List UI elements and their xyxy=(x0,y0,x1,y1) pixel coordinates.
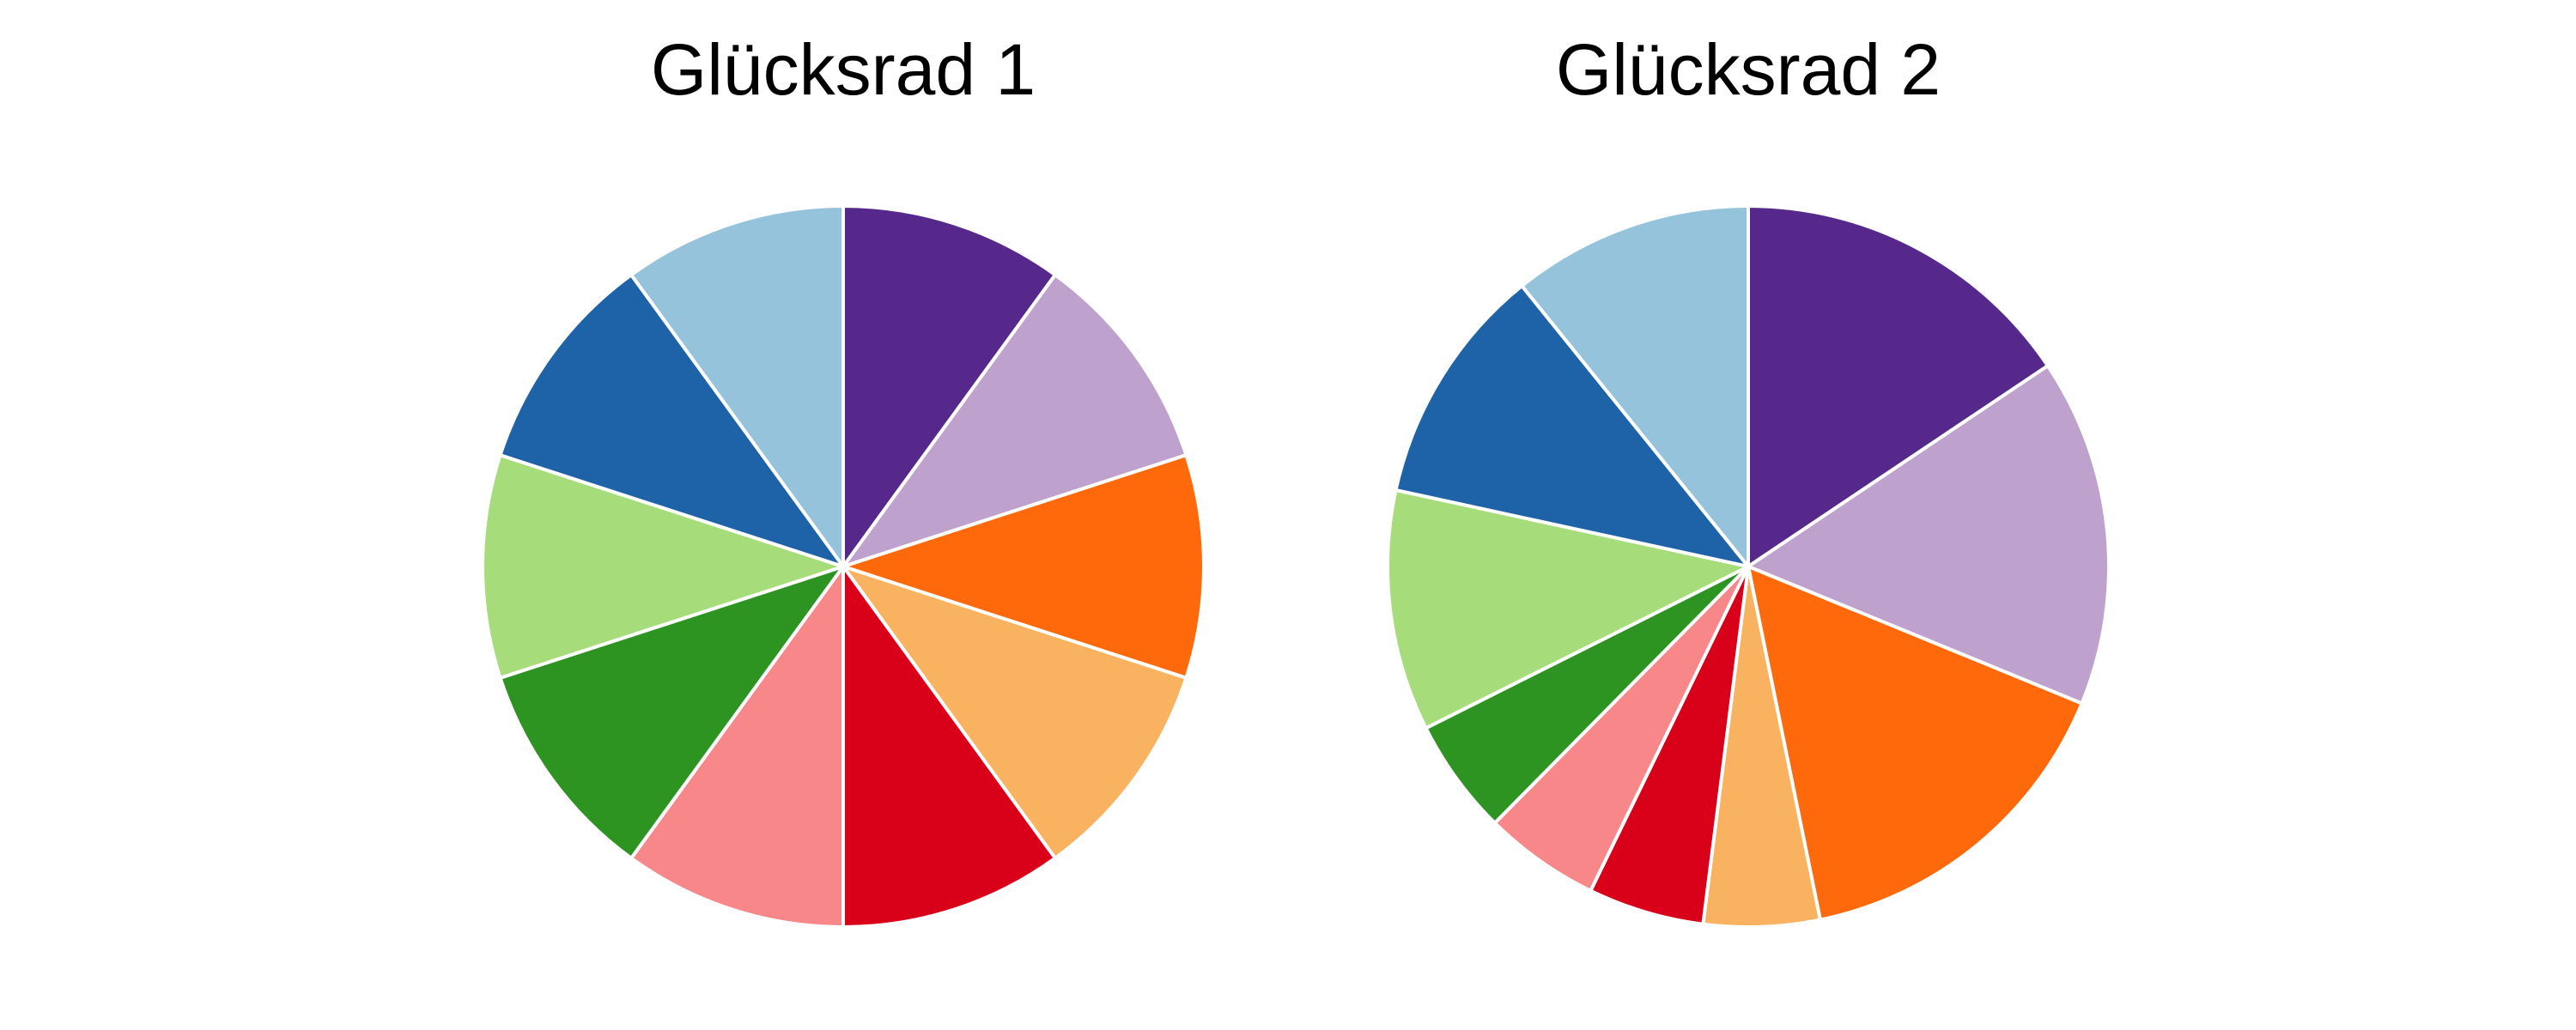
chart-2-title: Glücksrad 2 xyxy=(1556,29,1941,110)
pie-2-slice-6 xyxy=(1492,565,1750,893)
pie-1-slice-9 xyxy=(498,273,845,568)
pie-1-slice-4 xyxy=(841,565,1188,860)
pie-2-slice-9 xyxy=(1394,284,1750,568)
pie-2-slice-8 xyxy=(1386,488,1750,730)
pie-2-slice-1 xyxy=(1747,204,2050,568)
pie-chart-1: Glücksrad 1 xyxy=(481,29,1206,929)
pie-1-slices xyxy=(481,204,1206,929)
pie-1-slice-1 xyxy=(841,204,1057,568)
pie-1-slice-3 xyxy=(841,453,1206,680)
pie-2-slice-4 xyxy=(1701,565,1822,929)
pie-1-slice-5 xyxy=(841,565,1057,929)
pie-1-slice-6 xyxy=(629,565,845,929)
chart-1-title: Glücksrad 1 xyxy=(651,29,1036,110)
pie-2-slice-7 xyxy=(1424,565,1750,825)
pie-2-slice-2 xyxy=(1747,364,2111,706)
pie-1-slice-2 xyxy=(841,273,1188,568)
pie-1-slice-7 xyxy=(498,565,845,860)
pie-1-slice-10 xyxy=(629,204,845,568)
pie-2-slice-5 xyxy=(1589,565,1750,926)
pie-2-slices xyxy=(1386,204,2111,929)
pie-2-slice-3 xyxy=(1747,565,2084,922)
pie-1-slice-8 xyxy=(481,453,845,680)
pie-chart-2: Glücksrad 2 xyxy=(1386,29,2111,929)
pie-2-slice-10 xyxy=(1520,204,1750,568)
